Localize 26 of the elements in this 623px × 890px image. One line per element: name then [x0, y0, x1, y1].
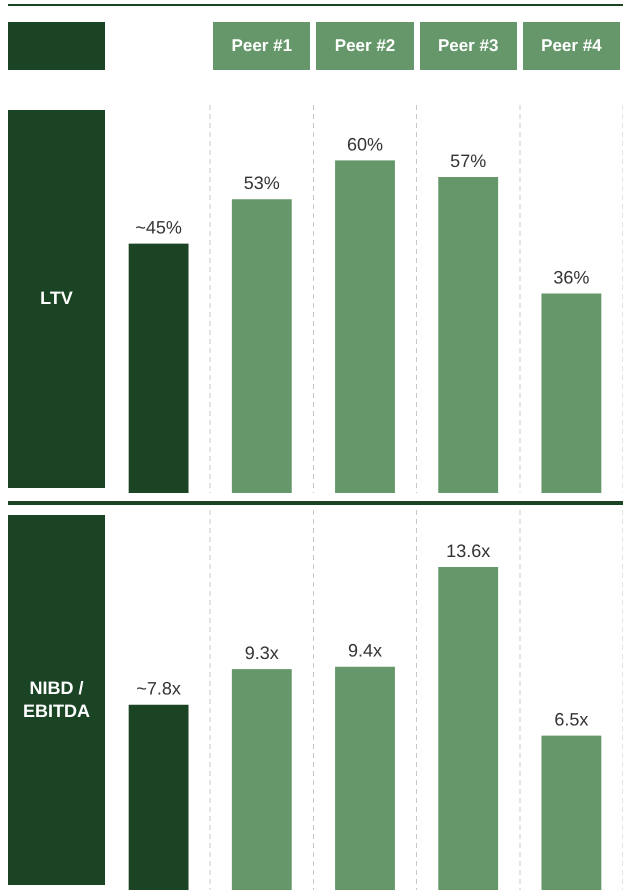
bar: [438, 567, 498, 890]
data-label: 57%: [450, 151, 486, 172]
data-label: 36%: [553, 267, 590, 288]
y-axis-title: LTV: [8, 110, 105, 488]
bar: [232, 199, 292, 493]
bar: [335, 666, 395, 890]
x-tick-label: Peer #4: [522, 22, 620, 70]
x-tick-label: Peer #3: [420, 22, 517, 70]
data-label: 53%: [244, 173, 280, 194]
data-label: ~45%: [135, 218, 182, 238]
bar: [541, 736, 602, 890]
x-tick-label: Peer #2: [316, 22, 414, 70]
bar: [232, 669, 292, 890]
bar: [541, 293, 602, 493]
data-label: ~7.8x: [136, 678, 181, 699]
bar: [128, 704, 189, 890]
data-label: 13.6x: [446, 540, 490, 561]
bar: [335, 160, 395, 493]
y-axis-title: NIBD / EBITDA: [8, 515, 105, 885]
x-tick-label: Peer #1: [213, 22, 310, 70]
data-label: 6.5x: [554, 710, 588, 730]
data-label: 60%: [346, 134, 384, 154]
bar: [128, 244, 189, 493]
data-label: 9.3x: [244, 643, 279, 664]
bar: [438, 177, 498, 493]
data-label: 9.4x: [348, 640, 382, 661]
